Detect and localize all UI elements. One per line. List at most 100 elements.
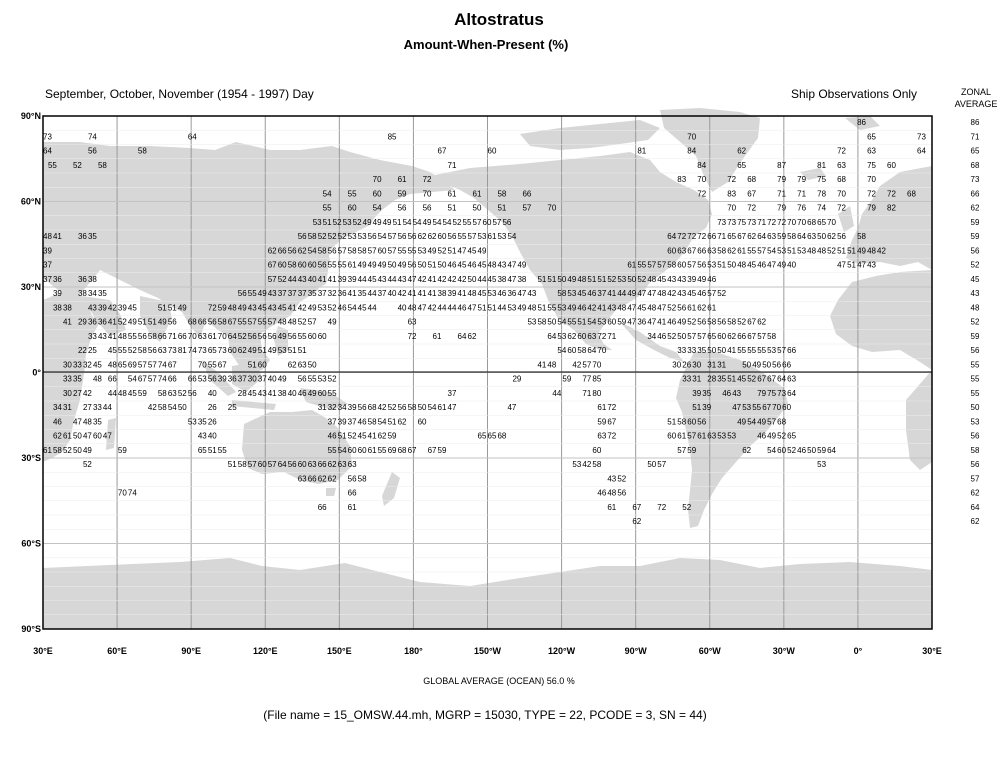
- data-cell: 81: [637, 147, 646, 156]
- data-cell: 32: [328, 289, 337, 298]
- data-cell: 54: [557, 346, 566, 355]
- data-cell: 49: [697, 275, 706, 284]
- data-cell: 55: [328, 261, 337, 270]
- data-cell: 64: [43, 147, 52, 156]
- x-tick-label: 180°: [404, 646, 423, 656]
- data-cell: 60: [418, 417, 427, 426]
- data-cell: 49: [238, 303, 247, 312]
- data-cell: 60: [348, 446, 357, 455]
- data-cell: 47: [517, 289, 526, 298]
- data-cell: 37: [238, 375, 247, 384]
- data-cell: 58: [717, 246, 726, 255]
- data-cell: 49: [777, 261, 786, 270]
- data-cell: 41: [657, 318, 666, 327]
- data-cell: 46: [722, 389, 731, 398]
- data-cell: 54: [308, 246, 317, 255]
- data-cell: 49: [128, 318, 137, 327]
- data-cell: 65: [867, 132, 876, 141]
- data-cell: 60: [308, 332, 317, 341]
- data-cell: 46: [707, 275, 716, 284]
- data-cell: 46: [587, 289, 596, 298]
- data-cell: 73: [727, 218, 736, 227]
- data-cell: 39: [687, 275, 696, 284]
- data-cell: 56: [398, 232, 407, 241]
- data-cell: 48: [547, 360, 556, 369]
- data-cell: 63: [348, 460, 357, 469]
- data-cell: 45: [458, 261, 467, 270]
- central-america-landmass: [620, 322, 684, 362]
- data-cell: 51: [298, 346, 307, 355]
- data-cell: 42: [83, 389, 92, 398]
- y-tick-label: 90°S: [21, 624, 41, 634]
- data-cell: 72: [408, 332, 417, 341]
- data-cell: 44: [552, 389, 561, 398]
- data-cell: 48: [647, 275, 656, 284]
- data-cell: 56: [617, 489, 626, 498]
- data-cell: 42: [448, 275, 457, 284]
- data-cell: 63: [787, 375, 796, 384]
- data-cell: 87: [777, 161, 786, 170]
- zonal-header-line1: ZONAL: [960, 87, 991, 97]
- data-cell: 51: [448, 246, 457, 255]
- data-cell: 47: [837, 261, 846, 270]
- data-cell: 55: [338, 261, 347, 270]
- data-cell: 56: [288, 246, 297, 255]
- data-cell: 66: [178, 332, 187, 341]
- data-cell: 72: [657, 503, 666, 512]
- data-cell: 72: [777, 218, 786, 227]
- data-cell: 51: [537, 303, 546, 312]
- x-tick-labels: 30°E 60°E 90°E 120°E 150°E 180° 150°W 120°W 90°W…: [33, 646, 942, 656]
- data-cell: 58: [787, 232, 796, 241]
- data-cell: 48: [108, 360, 117, 369]
- data-cell: 73: [43, 132, 52, 141]
- data-cell: 57: [777, 346, 786, 355]
- data-cell: 50: [73, 432, 82, 441]
- data-cell: 32: [83, 360, 92, 369]
- data-cell: 57: [522, 204, 531, 213]
- data-cell: 47: [507, 403, 516, 412]
- data-cell: 53: [418, 246, 427, 255]
- data-cell: 48: [817, 246, 826, 255]
- data-cell: 56: [238, 289, 247, 298]
- data-cell: 50: [707, 346, 716, 355]
- data-cell: 46: [497, 289, 506, 298]
- data-cell: 71: [168, 332, 177, 341]
- data-cell: 45: [488, 275, 497, 284]
- data-cell: 43: [268, 303, 277, 312]
- data-cell: 36: [88, 318, 97, 327]
- data-cell: 52: [178, 389, 187, 398]
- data-cell: 52: [667, 303, 676, 312]
- data-cell: 66: [787, 346, 796, 355]
- data-cell: 41: [268, 389, 277, 398]
- data-cell: 52: [318, 232, 327, 241]
- data-cell: 65: [118, 360, 127, 369]
- data-cell: 63: [308, 460, 317, 469]
- data-cell: 73: [168, 346, 177, 355]
- data-cell: 62: [268, 246, 277, 255]
- data-cell: 56: [188, 389, 197, 398]
- data-cell: 47: [627, 303, 636, 312]
- data-cell: 66: [318, 503, 327, 512]
- data-cell: 79: [867, 204, 876, 213]
- data-cell: 64: [188, 132, 197, 141]
- data-cell: 52: [827, 246, 836, 255]
- data-cell: 41: [408, 289, 417, 298]
- zonal-average-value: 68: [971, 161, 980, 170]
- data-cell: 49: [767, 432, 776, 441]
- data-cell: 67: [757, 375, 766, 384]
- data-cell: 50: [727, 261, 736, 270]
- data-cell: 60: [887, 161, 896, 170]
- data-cell: 46: [577, 303, 586, 312]
- data-cell: 37: [43, 261, 52, 270]
- data-cell: 57: [657, 460, 666, 469]
- data-cell: 56: [168, 318, 177, 327]
- data-cell: 62: [727, 332, 736, 341]
- data-cell: 43: [607, 303, 616, 312]
- data-cell: 70: [697, 175, 706, 184]
- data-cell: 55: [637, 261, 646, 270]
- data-cell: 54: [348, 303, 357, 312]
- data-cell: 40: [208, 389, 217, 398]
- data-cell: 33: [687, 346, 696, 355]
- data-cell: 75: [867, 161, 876, 170]
- data-cell: 69: [128, 360, 137, 369]
